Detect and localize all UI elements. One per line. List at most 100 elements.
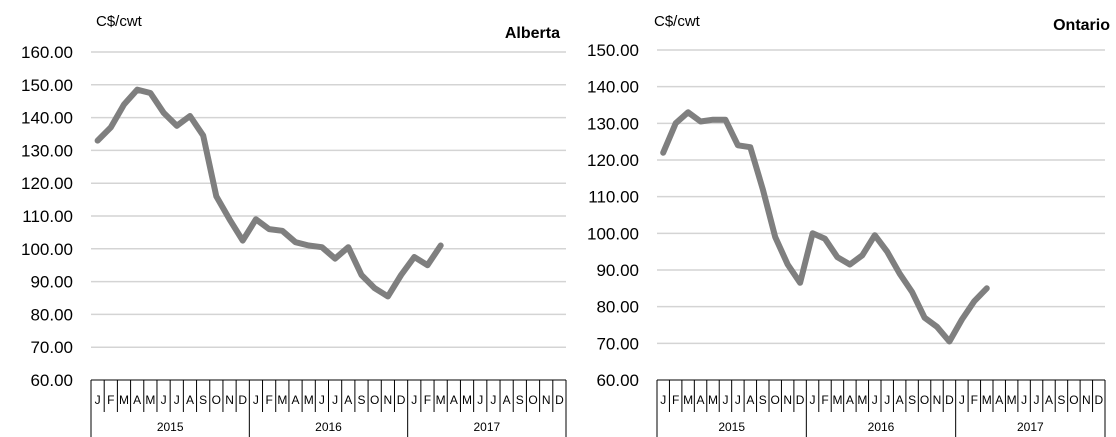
ontario-month-label: J bbox=[735, 393, 741, 407]
ontario-month-label: A bbox=[1045, 393, 1053, 407]
ontario-y-tick-label: 90.00 bbox=[596, 261, 639, 280]
ontario-month-label: S bbox=[1057, 393, 1065, 407]
ontario-month-label: M bbox=[683, 393, 693, 407]
alberta-month-label: O bbox=[528, 393, 537, 407]
ontario-month-label: J bbox=[810, 393, 816, 407]
ontario-month-label: O bbox=[1069, 393, 1078, 407]
alberta-y-tick-label: 120.00 bbox=[21, 174, 73, 193]
alberta-month-label: A bbox=[186, 393, 194, 407]
alberta-month-label: J bbox=[490, 393, 496, 407]
ontario-month-label: N bbox=[783, 393, 792, 407]
ontario-chart-title: Ontario bbox=[1053, 17, 1110, 34]
ontario-month-label: D bbox=[945, 393, 954, 407]
ontario-month-label: M bbox=[708, 393, 718, 407]
ontario-y-tick-label: 70.00 bbox=[596, 334, 639, 353]
ontario-y-tick-label: 60.00 bbox=[596, 371, 639, 390]
ontario-month-label: J bbox=[660, 393, 666, 407]
alberta-month-label: M bbox=[145, 393, 155, 407]
ontario-y-tick-label: 140.00 bbox=[587, 78, 639, 97]
alberta-month-label: F bbox=[265, 393, 272, 407]
alberta-month-label: S bbox=[199, 393, 207, 407]
ontario-month-label: M bbox=[1007, 393, 1017, 407]
alberta-month-label: M bbox=[436, 393, 446, 407]
alberta-y-tick-label: 160.00 bbox=[21, 43, 73, 62]
ontario-month-label: A bbox=[746, 393, 754, 407]
alberta-month-label: J bbox=[411, 393, 417, 407]
alberta-y-tick-label: 80.00 bbox=[30, 305, 73, 324]
alberta-month-label: A bbox=[292, 393, 300, 407]
ontario-month-label: N bbox=[1082, 393, 1091, 407]
ontario-month-label: A bbox=[697, 393, 705, 407]
alberta-month-label: M bbox=[277, 393, 287, 407]
ontario-month-label: J bbox=[872, 393, 878, 407]
ontario-y-tick-label: 110.00 bbox=[588, 188, 639, 207]
alberta-month-label: A bbox=[344, 393, 352, 407]
alberta-y-tick-label: 110.00 bbox=[22, 207, 73, 226]
alberta-y-tick-label: 130.00 bbox=[21, 141, 73, 160]
ontario-month-label: M bbox=[982, 393, 992, 407]
alberta-month-label: S bbox=[357, 393, 365, 407]
alberta-price-series-line bbox=[94, 86, 444, 300]
alberta-year-label: 2017 bbox=[473, 420, 500, 434]
alberta-month-label: O bbox=[212, 393, 221, 407]
ontario-y-tick-label: 80.00 bbox=[596, 298, 639, 317]
alberta-y-axis-unit: C$/cwt bbox=[96, 13, 143, 30]
ontario-y-axis-unit: C$/cwt bbox=[654, 13, 701, 30]
alberta-year-label: 2015 bbox=[157, 420, 184, 434]
ontario-y-tick-label: 100.00 bbox=[587, 224, 639, 243]
alberta-month-label: M bbox=[304, 393, 314, 407]
alberta-month-label: F bbox=[107, 393, 114, 407]
alberta-month-label: D bbox=[397, 393, 406, 407]
alberta-month-label: J bbox=[174, 393, 180, 407]
ontario-month-label: M bbox=[832, 393, 842, 407]
alberta-month-label: F bbox=[424, 393, 431, 407]
ontario-month-label: J bbox=[884, 393, 890, 407]
alberta-month-label: N bbox=[225, 393, 234, 407]
alberta-month-label: M bbox=[119, 393, 129, 407]
ontario-month-label: D bbox=[1094, 393, 1103, 407]
alberta-y-tick-label: 150.00 bbox=[21, 76, 73, 95]
alberta-y-tick-label: 100.00 bbox=[21, 240, 73, 259]
alberta-month-label: J bbox=[95, 393, 101, 407]
alberta-y-tick-label: 60.00 bbox=[30, 371, 73, 390]
alberta-month-label: D bbox=[238, 393, 247, 407]
alberta-month-label: A bbox=[503, 393, 511, 407]
ontario-price-series-line bbox=[660, 109, 990, 345]
alberta-month-label: J bbox=[161, 393, 167, 407]
alberta-month-label: A bbox=[133, 393, 141, 407]
alberta-chart-panel: 60.00 70.00 80.00 90.00 100.00 110.00 120.00 13… bbox=[21, 13, 567, 437]
ontario-month-label: F bbox=[971, 393, 978, 407]
ontario-month-label: F bbox=[821, 393, 828, 407]
ontario-month-label: N bbox=[933, 393, 942, 407]
ontario-month-label: D bbox=[796, 393, 805, 407]
alberta-month-label: J bbox=[332, 393, 338, 407]
ontario-month-label: M bbox=[857, 393, 867, 407]
ontario-month-label: O bbox=[920, 393, 929, 407]
alberta-month-label: A bbox=[450, 393, 458, 407]
ontario-month-label: J bbox=[722, 393, 728, 407]
ontario-month-label: O bbox=[771, 393, 780, 407]
ontario-month-label: A bbox=[846, 393, 854, 407]
ontario-month-label: S bbox=[908, 393, 916, 407]
alberta-month-label: J bbox=[253, 393, 259, 407]
alberta-month-label: N bbox=[384, 393, 393, 407]
alberta-y-tick-label: 90.00 bbox=[30, 273, 73, 292]
ontario-y-tick-label: 120.00 bbox=[587, 151, 639, 170]
ontario-month-label: J bbox=[1034, 393, 1040, 407]
alberta-month-label: N bbox=[542, 393, 551, 407]
alberta-month-label: J bbox=[477, 393, 483, 407]
ontario-month-label: J bbox=[1021, 393, 1027, 407]
ontario-year-label: 2016 bbox=[868, 420, 895, 434]
ontario-year-label: 2015 bbox=[718, 420, 745, 434]
ontario-month-label: A bbox=[995, 393, 1003, 407]
ontario-month-label: F bbox=[672, 393, 679, 407]
ontario-month-label: A bbox=[896, 393, 904, 407]
alberta-y-tick-label: 70.00 bbox=[30, 338, 73, 357]
alberta-chart-title: Alberta bbox=[505, 25, 560, 42]
alberta-month-label: M bbox=[462, 393, 472, 407]
ontario-y-tick-label: 150.00 bbox=[587, 41, 639, 60]
alberta-month-label: O bbox=[370, 393, 379, 407]
ontario-y-tick-label: 130.00 bbox=[587, 114, 639, 133]
ontario-chart-panel: 60.00 70.00 80.00 90.00 100.00 110.00 120.00 13… bbox=[587, 13, 1110, 437]
